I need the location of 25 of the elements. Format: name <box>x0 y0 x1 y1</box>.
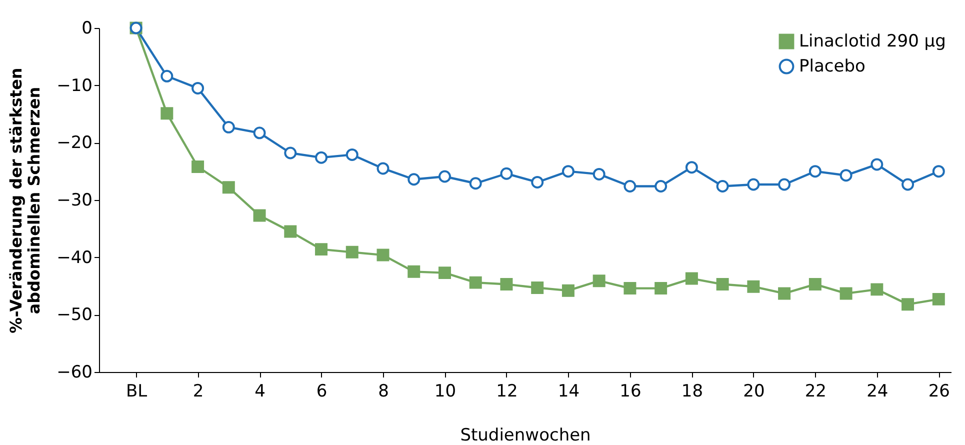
y-tick-label: −20 <box>56 133 92 154</box>
legend-label: Linaclotid 290 µg <box>799 32 946 52</box>
y-tick-label: −40 <box>56 248 92 268</box>
x-tick-label: BL <box>126 382 148 402</box>
y-tick-label: 0 <box>82 18 92 38</box>
x-tick-label: 8 <box>378 382 389 402</box>
y-tick-label: −50 <box>56 305 92 326</box>
x-tick-label: 18 <box>681 382 704 402</box>
x-tick-label: 16 <box>620 382 642 402</box>
x-tick-label: 26 <box>928 382 950 402</box>
y-tick-label: −10 <box>56 76 92 96</box>
x-axis-title: Studienwochen <box>460 426 591 445</box>
x-tick-label: 24 <box>866 382 888 402</box>
y-tick-label: −60 <box>56 362 92 382</box>
x-tick-label: 6 <box>316 382 328 402</box>
y-axis-title: %-Veränderung der stärksten abdominellen Schmerzen <box>6 68 44 334</box>
x-tick-label: 4 <box>254 382 266 402</box>
x-tick-label: 22 <box>804 382 826 402</box>
x-tick-label: 20 <box>743 382 765 402</box>
legend-label: Placebo <box>799 56 866 76</box>
x-tick-label: 2 <box>192 382 204 402</box>
x-tick-label: 12 <box>496 382 518 402</box>
y-tick-label: −30 <box>56 190 92 210</box>
x-tick-label: 14 <box>558 382 580 402</box>
x-tick-label: 10 <box>434 382 456 402</box>
